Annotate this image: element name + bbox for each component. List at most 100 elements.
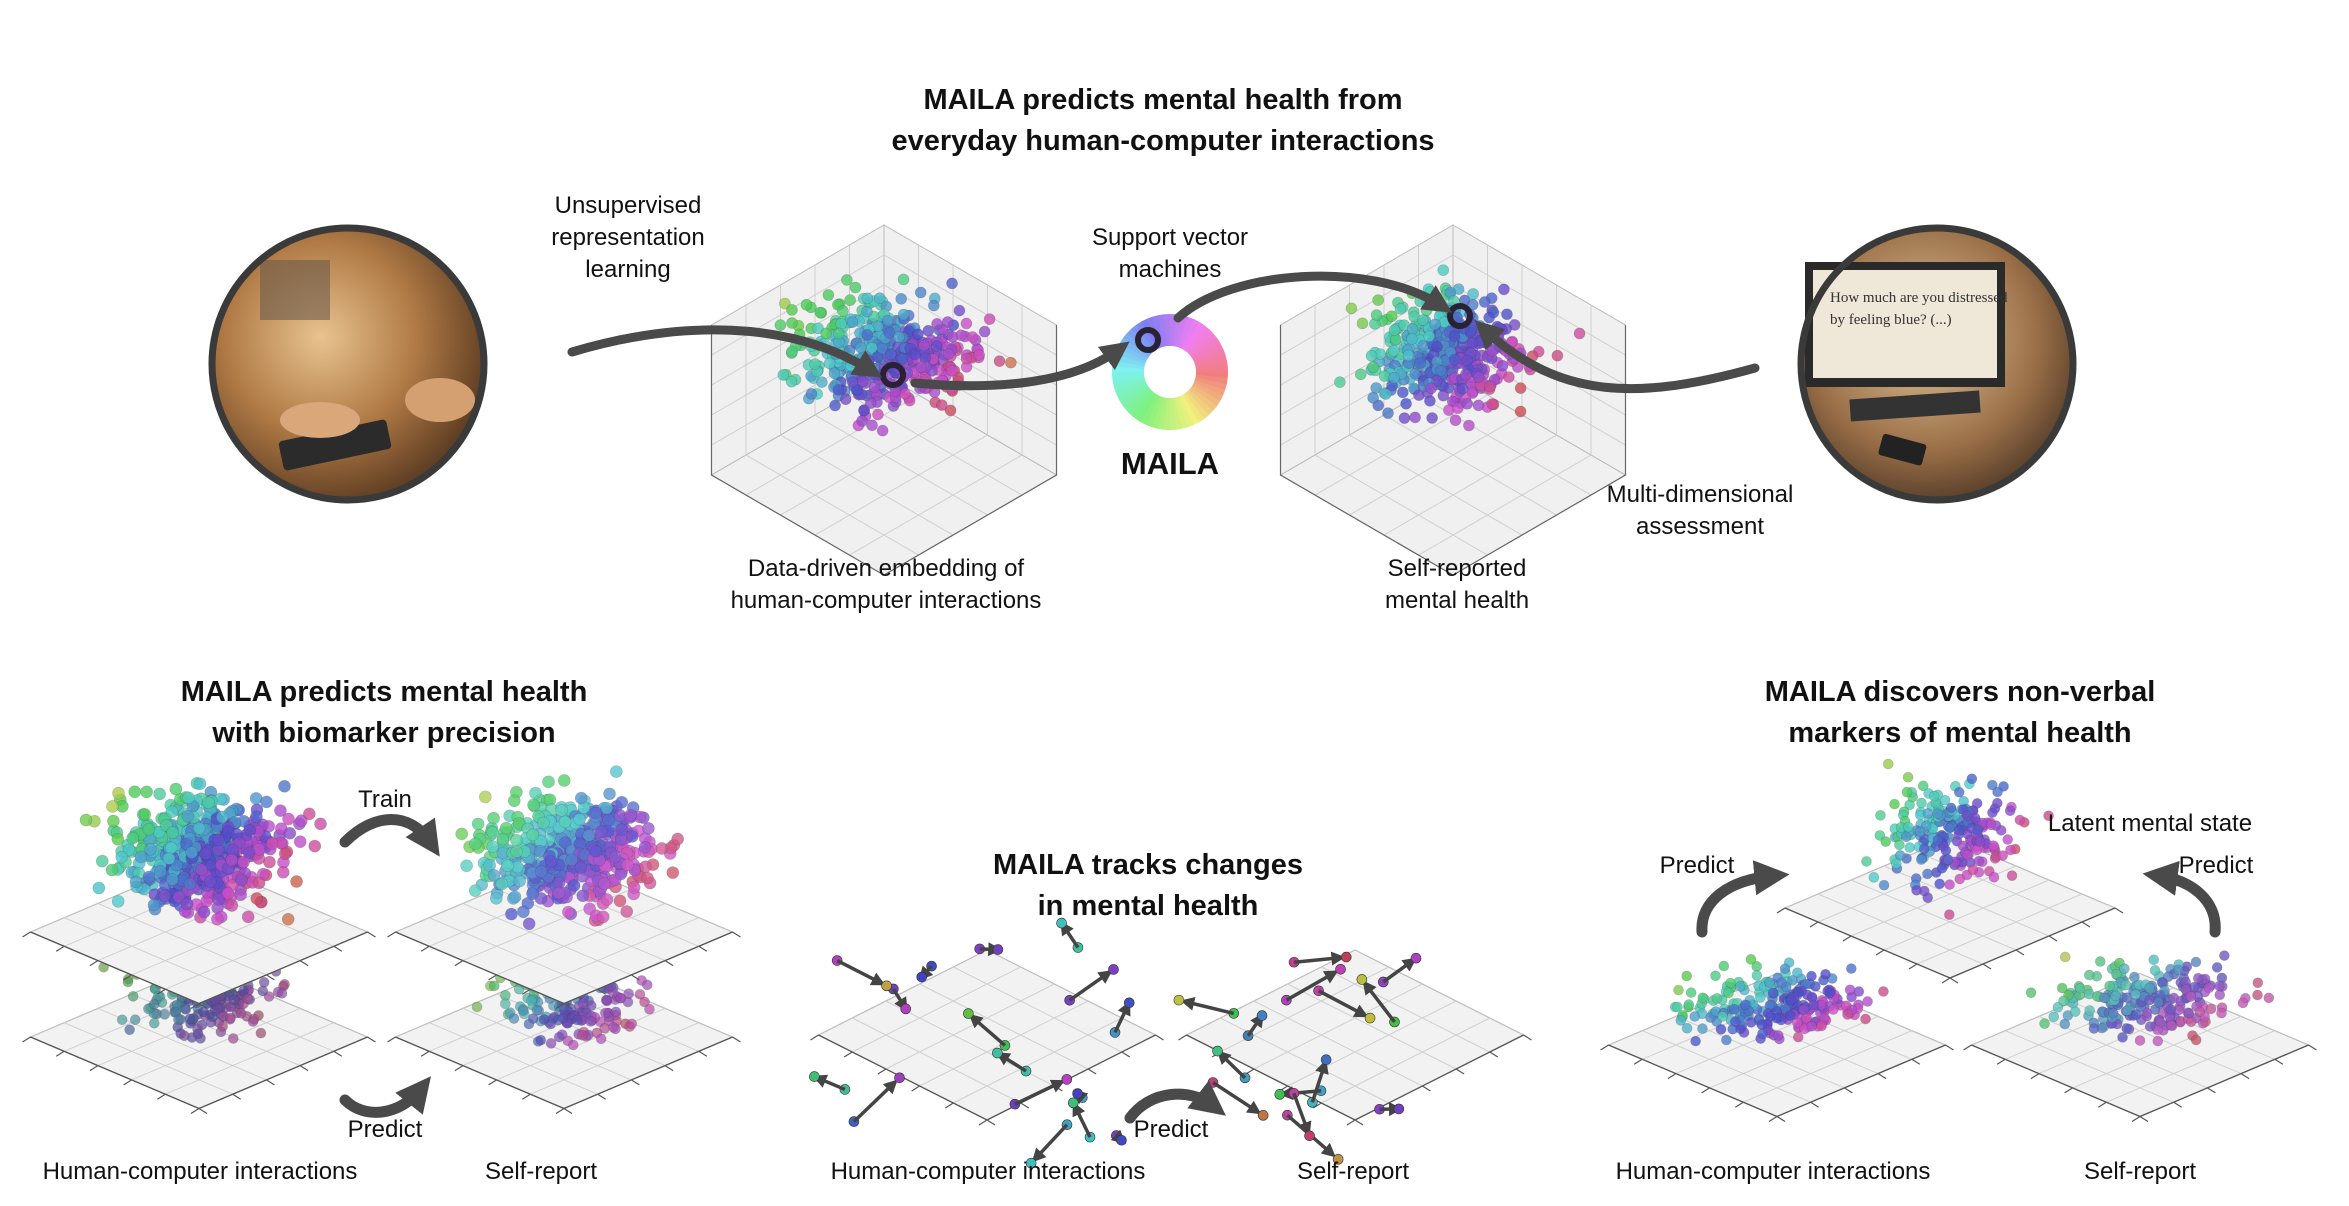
grid-line xyxy=(1817,893,1984,965)
data-point xyxy=(861,329,874,341)
data-point xyxy=(2111,968,2122,980)
axis-tick xyxy=(1178,1034,1187,1041)
axis-tick xyxy=(420,1050,430,1057)
data-point xyxy=(1751,970,1763,981)
data-point xyxy=(1683,999,1695,1010)
data-point xyxy=(508,890,522,904)
change-arrow xyxy=(836,958,886,986)
data-point xyxy=(221,886,235,900)
data-point xyxy=(893,331,905,343)
data-point xyxy=(582,829,596,842)
axis-tick xyxy=(198,1002,208,1010)
data-point xyxy=(1918,843,1930,855)
data-point xyxy=(828,367,841,380)
data-point xyxy=(228,1033,239,1044)
data-point xyxy=(2056,982,2068,994)
axis-tick xyxy=(2173,1101,2183,1108)
data-point xyxy=(1973,855,1985,867)
grid-line xyxy=(711,254,885,356)
data-point xyxy=(1932,808,1944,819)
axis-tick xyxy=(333,1050,343,1057)
data-point xyxy=(243,823,257,837)
grid-line xyxy=(1280,254,1454,356)
data-point xyxy=(2104,980,2115,992)
data-point xyxy=(111,895,125,908)
train-label: Train xyxy=(358,786,412,813)
data-point xyxy=(928,299,940,312)
data-point xyxy=(774,319,787,331)
axis-tick xyxy=(488,1079,497,1086)
axis-tick xyxy=(2240,1073,2250,1080)
wheel-segment xyxy=(1156,397,1168,430)
data-point xyxy=(1410,952,1422,964)
data-point xyxy=(914,286,927,299)
wheel-segment xyxy=(1168,397,1177,430)
data-point xyxy=(597,877,611,890)
data-point xyxy=(257,985,269,997)
data-point xyxy=(225,853,239,867)
wheel-segment xyxy=(1189,333,1218,358)
data-point xyxy=(1472,399,1485,412)
axis-tick xyxy=(631,1079,640,1086)
grid-line xyxy=(1850,879,2017,951)
x-axis-label: Human-computer interactions xyxy=(42,1158,358,1185)
data-point xyxy=(2005,844,2016,856)
data-point xyxy=(1900,831,1912,843)
data-point xyxy=(2006,870,2018,881)
grid-line xyxy=(2005,1030,2174,1103)
latent-state-label: Latent mental state xyxy=(2047,810,2253,837)
y-axis-label: Self-report xyxy=(2083,1158,2197,1185)
data-point xyxy=(537,816,550,830)
axis-tick xyxy=(911,1085,920,1092)
data-point xyxy=(589,844,603,858)
data-point xyxy=(854,341,867,354)
box-axis xyxy=(710,325,1058,576)
data-point xyxy=(1449,414,1462,427)
data-point xyxy=(574,791,588,805)
data-point xyxy=(1764,977,1775,988)
data-point xyxy=(545,1038,557,1049)
data-point xyxy=(1972,824,1983,836)
data-point xyxy=(1388,324,1401,336)
grid-line xyxy=(1349,414,1523,516)
data-point xyxy=(2165,1004,2177,1015)
data-point xyxy=(207,1011,218,1023)
questionnaire-photo xyxy=(1801,228,2073,500)
data-point xyxy=(153,787,166,801)
data-point xyxy=(786,304,798,316)
data-point xyxy=(615,823,628,836)
grid-line xyxy=(131,1007,301,1081)
axis-tick xyxy=(367,1036,376,1043)
data-point xyxy=(202,796,215,809)
unsupervised-learning-label: Unsupervised representation learning xyxy=(551,190,704,286)
monitor-shape xyxy=(260,260,330,320)
label-line: representation xyxy=(551,224,705,251)
data-point xyxy=(2043,810,2054,822)
data-point xyxy=(1967,864,1979,876)
point-cloud xyxy=(1669,954,1889,1047)
grid-line xyxy=(429,917,598,990)
data-point xyxy=(620,905,634,918)
wheel-segment xyxy=(1187,328,1214,355)
data-point xyxy=(595,1033,607,1045)
change-arrow xyxy=(1113,1000,1131,1034)
data-point xyxy=(626,1018,638,1030)
data-point xyxy=(1810,981,1821,992)
wheel-segment xyxy=(1122,386,1151,411)
grid-line xyxy=(1321,1017,1491,1104)
data-point xyxy=(489,892,503,905)
data-point xyxy=(1498,283,1510,296)
data-point xyxy=(212,833,225,847)
data-point xyxy=(1448,330,1461,342)
data-point xyxy=(785,375,798,388)
data-point xyxy=(1792,1031,1804,1043)
data-point xyxy=(1961,810,1973,821)
data-point xyxy=(2094,956,2106,967)
change-arrow xyxy=(1317,989,1369,1018)
data-point xyxy=(1681,1023,1693,1034)
data-point xyxy=(846,376,859,388)
data-point xyxy=(79,813,93,827)
data-point xyxy=(916,971,928,983)
data-point xyxy=(857,375,869,388)
data-point xyxy=(1911,885,1922,896)
